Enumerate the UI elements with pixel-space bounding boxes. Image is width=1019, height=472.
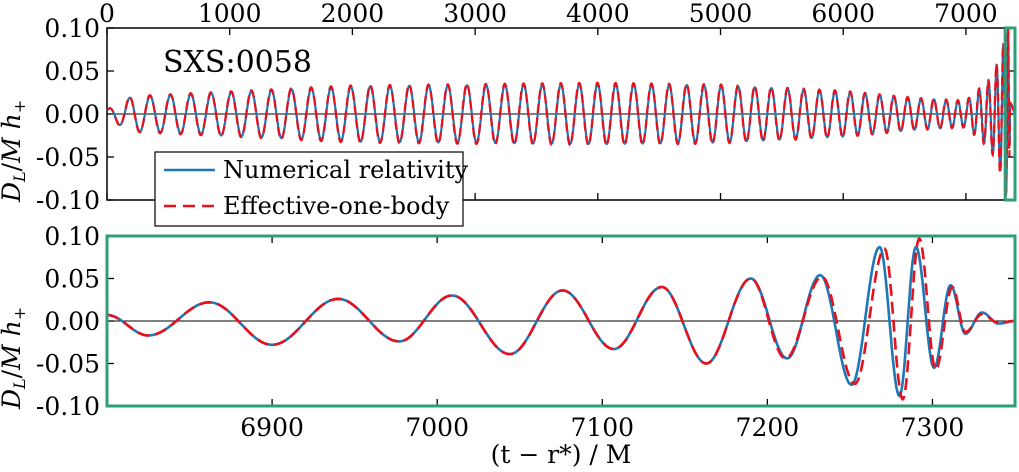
simulation-id-annotation: SXS:0058	[163, 45, 312, 80]
top-x-tick-label: 0	[99, 0, 115, 28]
legend-box	[154, 151, 464, 227]
bottom-y-tick-label: -0.05	[36, 350, 100, 379]
bottom-plot-frame	[105, 234, 1017, 408]
zoom-region-box	[1003, 26, 1017, 202]
bottom-panel: 6900 7000 7100 7200 7300 0.10 0.05 0.00 -0.05 -0…	[0, 222, 1017, 469]
legend-eob-label: Effective-one-body	[223, 192, 450, 220]
top-x-tick-label: 3000	[443, 0, 507, 28]
top-x-tick-label: 2000	[321, 0, 385, 28]
bottom-series-effective-one-body	[107, 236, 1015, 401]
bottom-y-tick-label: 0.00	[44, 307, 100, 336]
bottom-x-ticks: 6900 7000 7100 7200 7300	[240, 236, 964, 442]
bottom-x-tick-label: 7100	[570, 413, 634, 442]
bottom-x-tick-label: 6900	[240, 413, 304, 442]
top-y-tick-label: -0.05	[36, 143, 100, 172]
top-x-tick-label: 6000	[811, 0, 875, 28]
bottom-y-ticks: 0.10 0.05 0.00 -0.05 -0.10	[36, 222, 1015, 421]
bottom-y-tick-label: 0.05	[44, 265, 100, 294]
legend-nr-label: Numerical relativity	[223, 156, 468, 184]
legend: Numerical relativity Effective-one-body	[154, 151, 468, 227]
top-x-tick-label: 7000	[934, 0, 998, 28]
bottom-curves	[107, 236, 1015, 401]
top-x-tick-label: 4000	[566, 0, 630, 28]
bottom-y-tick-label: -0.10	[36, 392, 100, 421]
bottom-x-tick-label: 7300	[901, 413, 965, 442]
bottom-x-tick-label: 7200	[736, 413, 800, 442]
bottom-y-axis-label: DL/M h+	[0, 307, 29, 410]
top-curves	[106, 26, 1017, 197]
top-y-tick-label: 0.00	[44, 100, 100, 129]
bottom-y-tick-label: 0.10	[44, 222, 100, 251]
x-axis-label: (t − r*) / M	[491, 440, 632, 469]
top-x-tick-label: 1000	[198, 0, 262, 28]
top-series-effective-one-body	[106, 26, 1017, 197]
top-y-ticks: 0.10 0.05 0.00 -0.05 -0.10	[36, 14, 1015, 215]
top-x-ticks: 0 1000 2000 3000 4000 5000 6000 7000	[99, 0, 998, 200]
top-y-tick-label: 0.05	[44, 57, 100, 86]
bottom-x-tick-label: 7000	[405, 413, 469, 442]
top-y-tick-label: 0.10	[44, 14, 100, 43]
top-x-tick-label: 5000	[689, 0, 753, 28]
top-y-axis-label: DL/M h+	[0, 100, 29, 203]
top-y-tick-label: -0.10	[36, 186, 100, 215]
top-panel: 0 1000 2000 3000 4000 5000 6000 7000 0.100.050.…	[0, 0, 1017, 227]
